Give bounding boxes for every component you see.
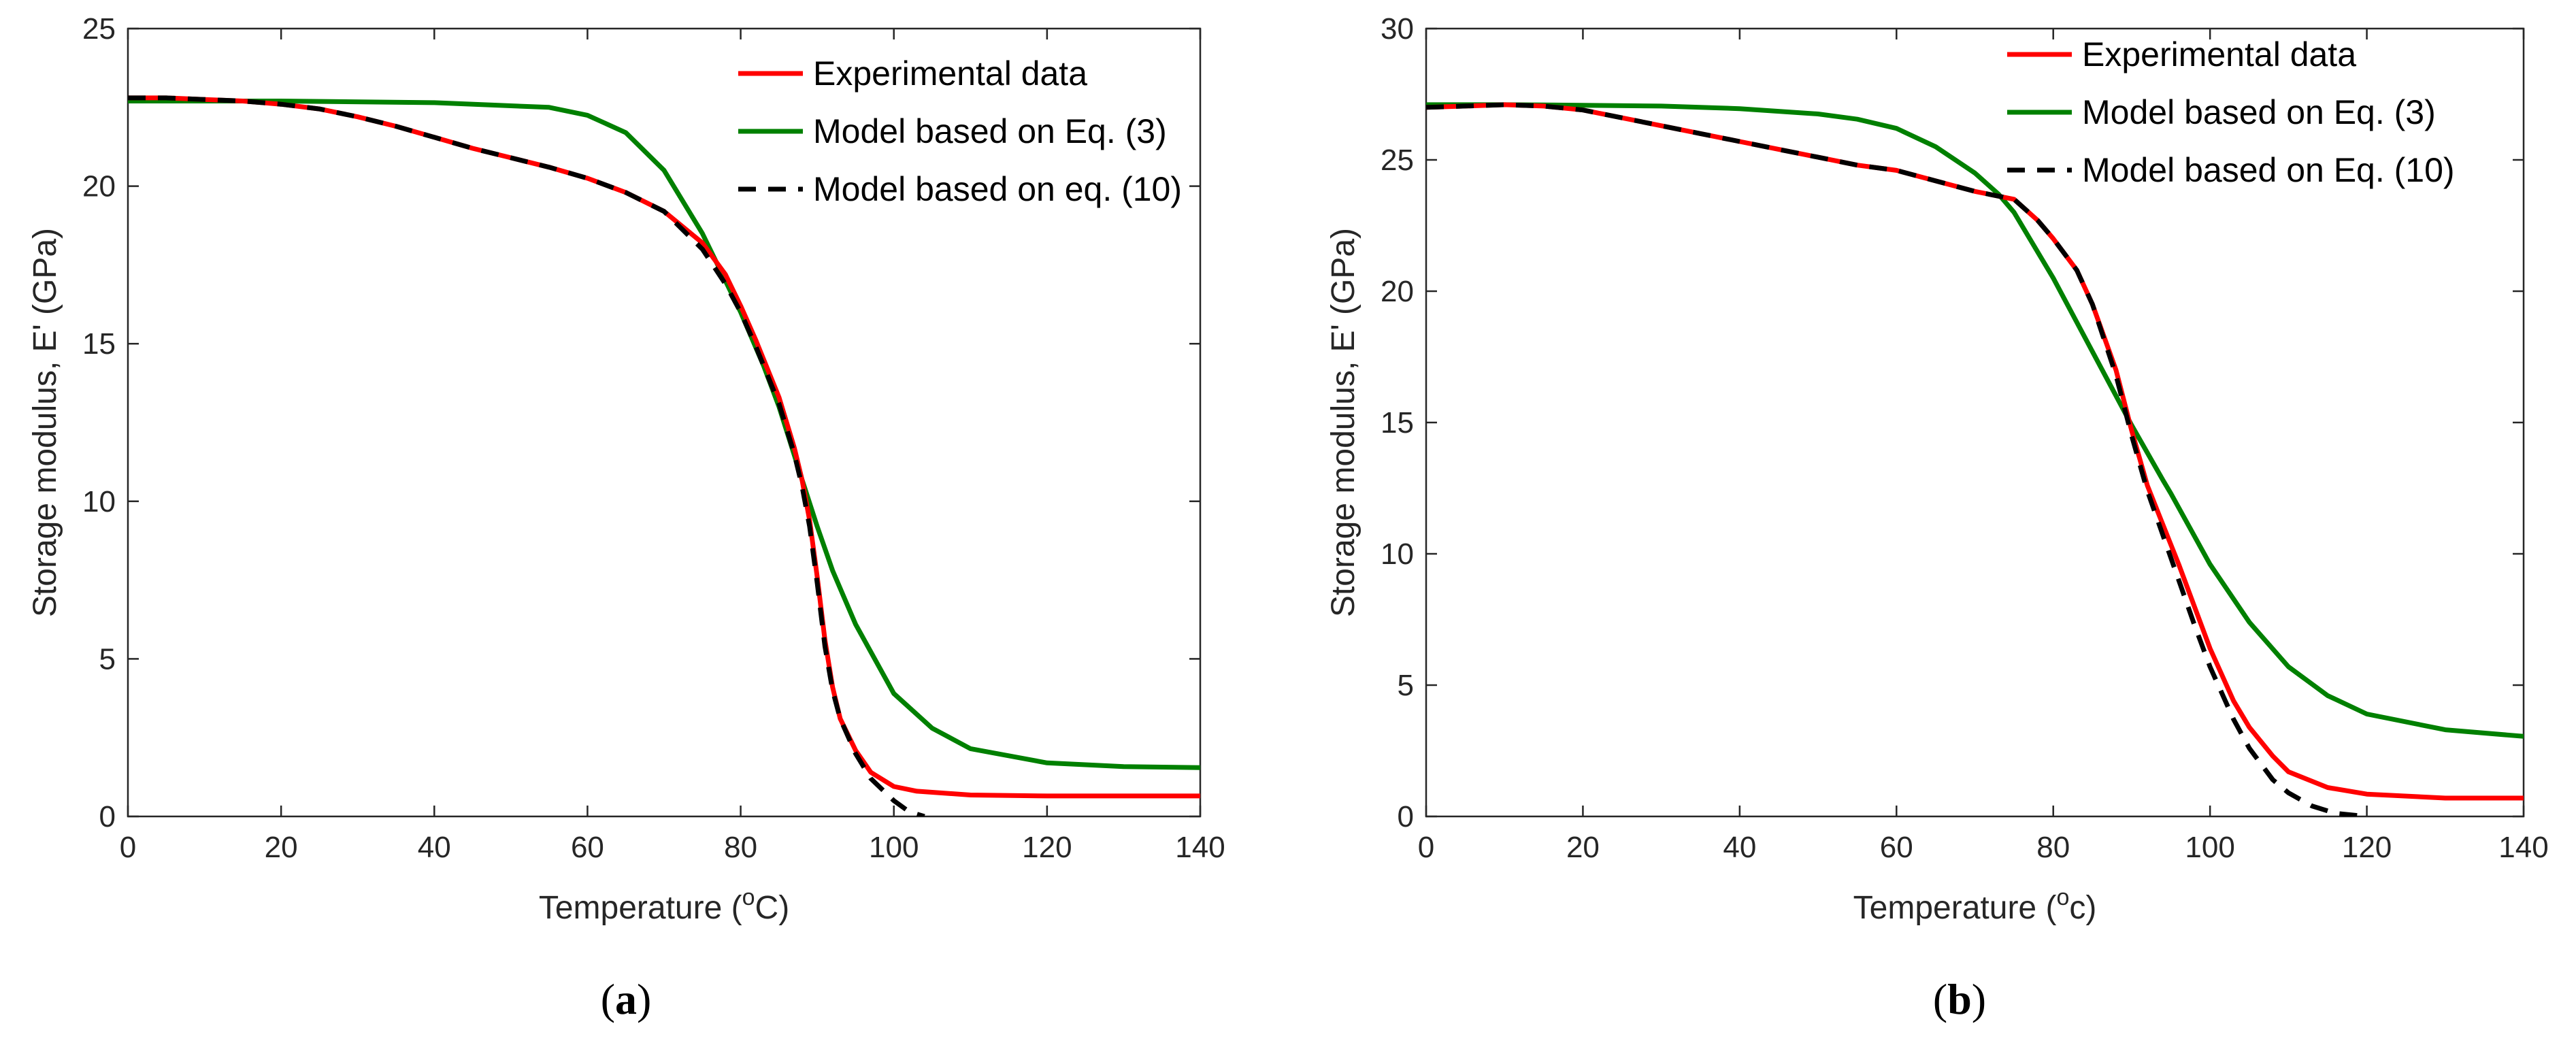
y-tick-label: 5 — [1398, 669, 1414, 702]
series-line-experimental — [1426, 102, 2524, 801]
x-tick-label: 60 — [1880, 831, 1913, 864]
y-tick-label: 25 — [82, 12, 116, 46]
caption-letter: a — [615, 975, 637, 1023]
legend-label: Model based on eq. (10) — [813, 170, 1182, 208]
x-tick-label: 140 — [2498, 831, 2548, 864]
x-axis-title-prefix: Temperature ( — [1853, 890, 2057, 926]
x-tick-label: 60 — [571, 831, 604, 864]
legend-label: Model based on Eq. (10) — [2082, 151, 2455, 189]
y-tick-label: 10 — [82, 485, 116, 518]
series-group — [1426, 102, 2524, 816]
y-tick-label: 25 — [1381, 144, 1414, 177]
caption-open: ( — [1933, 975, 1947, 1023]
caption-open: ( — [601, 975, 615, 1023]
panel-caption: (b) — [1933, 975, 1986, 1023]
y-tick-label: 10 — [1381, 537, 1414, 571]
series-group — [128, 95, 1200, 816]
caption-close: ) — [637, 975, 651, 1023]
x-tick-label: 40 — [1723, 831, 1756, 864]
y-tick-label: 15 — [82, 327, 116, 361]
x-axis-title-degree: o — [742, 884, 755, 910]
caption-letter: b — [1947, 975, 1972, 1023]
x-tick-label: 20 — [1566, 831, 1600, 864]
y-tick-label: 20 — [82, 170, 116, 203]
series-line-model_eq3 — [1426, 102, 2524, 739]
x-axis-title-unit: c — [2069, 890, 2085, 926]
panel-caption: (a) — [601, 975, 652, 1023]
x-tick-label: 100 — [2185, 831, 2234, 864]
y-tick-label: 30 — [1381, 12, 1414, 46]
plot-frame — [127, 27, 1202, 818]
x-tick-label: 20 — [265, 831, 298, 864]
legend-label: Model based on Eq. (3) — [2082, 93, 2436, 131]
y-tick-label: 20 — [1381, 275, 1414, 308]
legend-label: Experimental data — [813, 54, 1087, 93]
chart-panel-1: 0 20 40 60 80 100 120 140 0 5 10 15 20 25 30 Temperatur… — [1325, 12, 2549, 1023]
x-axis-title-prefix: Temperature ( — [539, 890, 742, 926]
x-tick-label: 40 — [418, 831, 451, 864]
y-tick-label: 0 — [99, 800, 116, 833]
x-tick-label: 80 — [724, 831, 757, 864]
y-tick-label: 15 — [1381, 406, 1414, 440]
y-tick-label: 5 — [99, 642, 116, 676]
y-axis-title: Storage modulus, E' (GPa) — [27, 228, 63, 617]
x-axis-title: Temperature (oc) — [1853, 884, 2097, 926]
x-axis-title-suffix: ) — [778, 890, 789, 926]
chart-panel-0: 0 20 40 60 80 100 120 140 0 5 10 15 20 25 Temperature … — [27, 12, 1225, 1023]
legend-label: Experimental data — [2082, 35, 2356, 73]
x-axis-title: Temperature (oC) — [539, 884, 789, 926]
x-axis-title-unit: C — [755, 890, 779, 926]
x-axis-title-degree: o — [2056, 884, 2069, 910]
series-line-model_eq10 — [128, 95, 925, 816]
legend-label: Model based on Eq. (3) — [813, 112, 1167, 150]
x-tick-label: 120 — [1022, 831, 1072, 864]
x-tick-label: 100 — [869, 831, 919, 864]
x-tick-label: 140 — [1175, 831, 1225, 864]
x-tick-label: 0 — [120, 831, 136, 864]
plot-frame — [1425, 27, 2525, 818]
x-tick-label: 0 — [1418, 831, 1434, 864]
x-tick-label: 80 — [2036, 831, 2070, 864]
caption-close: ) — [1972, 975, 1986, 1023]
y-axis-title: Storage modulus, E' (GPa) — [1325, 228, 1361, 617]
y-tick-label: 0 — [1398, 800, 1414, 833]
x-tick-label: 120 — [2342, 831, 2392, 864]
series-line-model_eq10 — [1426, 102, 2367, 816]
x-axis-title-suffix: ) — [2085, 890, 2096, 926]
